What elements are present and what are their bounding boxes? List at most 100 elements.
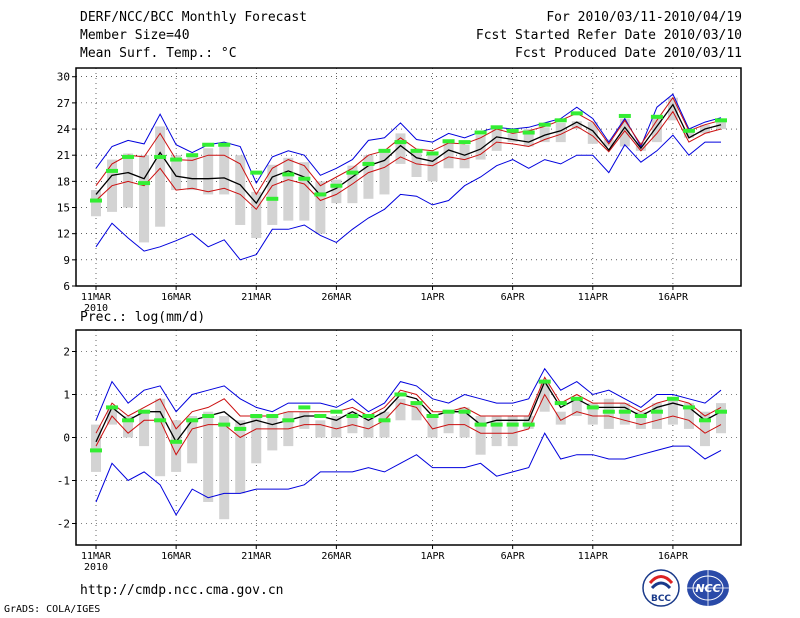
- observed-marker: [570, 111, 583, 116]
- observed-marker: [602, 409, 615, 414]
- observed-marker: [538, 379, 551, 384]
- observed-marker: [458, 140, 471, 145]
- grads-credit: GrADS: COLA/IGES: [4, 604, 101, 615]
- spread-box: [619, 403, 630, 425]
- observed-marker: [202, 142, 215, 147]
- y-tick-label: 12: [57, 228, 70, 241]
- y-tick-label: 6: [63, 280, 70, 293]
- spread-box: [491, 416, 502, 447]
- spread-box: [411, 403, 422, 421]
- observed-marker: [650, 114, 663, 119]
- spread-box: [379, 149, 390, 195]
- observed-marker: [266, 196, 279, 201]
- observed-marker: [715, 118, 727, 123]
- observed-marker: [186, 153, 199, 158]
- observed-marker: [426, 151, 439, 156]
- spread-box: [155, 126, 166, 227]
- spread-box: [619, 118, 630, 147]
- observed-marker: [202, 414, 215, 418]
- spread-box: [331, 416, 342, 438]
- fcst-produced-date: Fcst Produced Date 2010/03/11: [515, 46, 742, 61]
- observed-marker: [122, 418, 135, 423]
- ncc-logo-text: NCC: [695, 582, 720, 595]
- x-tick-label: 16MAR: [161, 292, 192, 303]
- spread-box: [203, 411, 214, 502]
- spread-box: [555, 411, 566, 425]
- spread-box: [379, 411, 390, 438]
- spread-box: [667, 97, 678, 121]
- observed-marker: [170, 439, 183, 444]
- y-tick-label: 24: [57, 123, 71, 136]
- observed-marker: [586, 405, 599, 410]
- spread-box: [251, 191, 262, 239]
- source-url[interactable]: http://cmdp.ncc.cma.gov.cn: [80, 583, 284, 598]
- observed-marker: [666, 396, 679, 401]
- spread-box: [267, 164, 278, 225]
- observed-marker: [474, 422, 487, 427]
- observed-marker: [346, 414, 359, 418]
- x-tick-label: 11APR: [578, 551, 609, 562]
- observed-marker: [634, 414, 647, 418]
- observed-marker: [554, 118, 567, 123]
- observed-marker: [570, 396, 583, 401]
- observed-marker: [138, 409, 151, 414]
- spread-box: [235, 155, 246, 225]
- ensemble-mean-line: [95, 103, 722, 205]
- observed-marker: [538, 122, 551, 127]
- spread-box: [123, 153, 134, 208]
- ensemble-mean-line: [95, 380, 722, 444]
- spread-box: [459, 407, 470, 438]
- x-year-label: 2010: [84, 303, 108, 314]
- spread-box: [683, 130, 694, 138]
- x-tick-label: 6APR: [501, 551, 526, 562]
- mean-minus-sd-line: [95, 110, 722, 211]
- ncc-logo: NCC: [685, 568, 731, 612]
- observed-marker: [154, 154, 167, 159]
- spread-box: [347, 411, 358, 434]
- y-tick-label: 30: [57, 71, 70, 84]
- x-tick-label: 21MAR: [241, 551, 272, 562]
- observed-marker: [410, 148, 423, 153]
- observed-marker: [554, 401, 567, 406]
- bcc-logo-text: BCC: [651, 594, 671, 604]
- y-tick-label: 9: [63, 254, 70, 267]
- observed-marker: [394, 140, 407, 145]
- x-tick-label: 6APR: [501, 292, 526, 303]
- x-tick-label: 11MAR: [81, 292, 112, 303]
- observed-marker: [378, 148, 391, 153]
- temperature-panel: 6 9 12 15 18 21 24 27 30 11MAR 16MAR 21MAR 26MAR 1APR…: [57, 67, 742, 314]
- observed-marker: [138, 181, 151, 186]
- spread-box: [427, 155, 438, 182]
- observed-marker: [682, 405, 695, 410]
- spread-box: [716, 120, 726, 130]
- x-tick-label: 1APR: [420, 551, 445, 562]
- mean-plus-sd-line: [95, 376, 722, 434]
- spread-box: [587, 122, 598, 144]
- observed-marker: [218, 142, 231, 147]
- observed-marker: [266, 414, 279, 418]
- x-tick-label: 26MAR: [321, 551, 352, 562]
- x-tick-label: 21MAR: [241, 292, 272, 303]
- observed-marker: [698, 418, 711, 423]
- observed-marker: [106, 405, 119, 410]
- observed-marker: [650, 409, 663, 414]
- x-tick-label: 26MAR: [321, 292, 352, 303]
- y-tick-label: 0: [63, 432, 70, 445]
- observed-marker: [682, 128, 695, 133]
- observed-marker: [442, 139, 455, 144]
- x-year-label: 2010: [84, 562, 108, 573]
- spread-box: [699, 411, 710, 447]
- spread-box: [155, 398, 166, 477]
- spread-box: [587, 403, 598, 425]
- spread-box: [123, 416, 134, 438]
- spread-box: [395, 398, 406, 421]
- spread-box: [635, 411, 646, 429]
- spread-box: [203, 148, 214, 195]
- spread-box: [651, 403, 662, 429]
- spread-box: [443, 411, 454, 434]
- spread-box: [219, 146, 230, 195]
- temp-panel-title: Mean Surf. Temp.: °C: [80, 46, 237, 61]
- spread-box: [507, 133, 518, 143]
- spread-box: [427, 416, 438, 438]
